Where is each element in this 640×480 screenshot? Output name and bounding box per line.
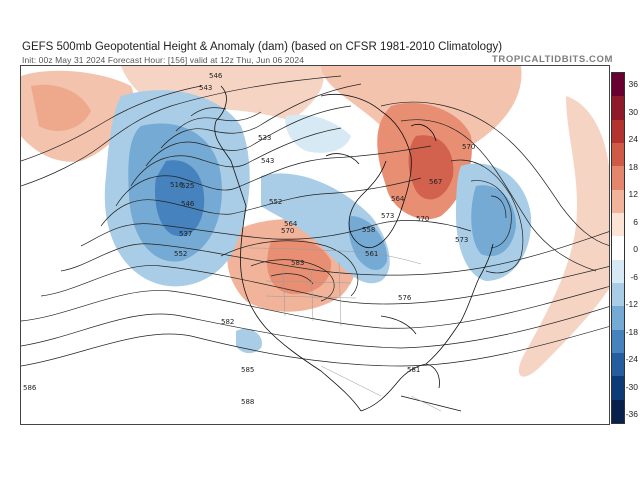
height-contours (21, 75, 609, 367)
contour-label: 570 (416, 215, 429, 223)
colorbar-segment (612, 259, 624, 284)
contour-label: 552 (174, 250, 187, 258)
contour-label: 570 (281, 227, 294, 235)
colorbar-label: -6 (630, 271, 638, 282)
contour-label: 543 (199, 84, 212, 92)
colorbar-label: 12 (628, 189, 638, 199)
contour-label: 573 (381, 212, 394, 220)
contour-labels: 546 543 533 543 552 570 546 525 537 552 … (23, 72, 475, 406)
contour-label: 525 (181, 182, 194, 190)
contour-label: 533 (258, 134, 271, 142)
height-anomaly-map: 546 543 533 543 552 570 546 525 537 552 … (20, 65, 610, 425)
colorbar-label: -30 (625, 381, 638, 392)
colorbar-segment (612, 213, 624, 237)
colorbar-segment (612, 189, 624, 214)
colorbar-label: 0 (633, 244, 638, 254)
colorbar-segment (612, 96, 624, 121)
contour-label: 570 (462, 143, 475, 151)
contour-label: 546 (209, 72, 223, 80)
colorbar-label: 18 (628, 161, 638, 172)
contour-label: 588 (241, 398, 254, 406)
contour-label: 516 (170, 181, 184, 189)
colorbar-label: 6 (633, 216, 638, 227)
colorbar-label: 36 (628, 79, 638, 89)
colorbar-label: -12 (625, 299, 638, 309)
contour-label: 567 (429, 178, 442, 186)
contour-label: 585 (241, 366, 254, 374)
colorbar-segment (612, 399, 624, 424)
contour-label: 543 (261, 157, 274, 165)
contour-label: 583 (291, 259, 304, 267)
political-borders (248, 247, 442, 412)
negative-anomaly-areas (104, 90, 532, 354)
contour-label: 561 (365, 250, 378, 258)
contour-label: 586 (23, 384, 37, 392)
colorbar-segment (612, 143, 624, 167)
contour-label: 573 (455, 236, 468, 244)
contour-label: 558 (362, 226, 375, 234)
colorbar-segment (612, 166, 624, 191)
contour-label: 576 (398, 294, 412, 302)
coastlines (214, 85, 494, 412)
colorbar-segment (612, 306, 624, 331)
colorbar-label: 30 (628, 106, 638, 117)
anomaly-colorbar (611, 72, 625, 424)
colorbar-label: -36 (625, 409, 638, 419)
contour-label: 581 (407, 366, 420, 374)
colorbar-segment (612, 73, 624, 97)
contour-label: 552 (269, 198, 282, 206)
colorbar-segment (612, 376, 624, 401)
contour-label: 564 (391, 195, 405, 203)
colorbar-segment (612, 353, 624, 377)
contour-label: 582 (221, 318, 234, 326)
map-subtitle: Init: 00z May 31 2024 Forecast Hour: [15… (22, 55, 305, 65)
colorbar-segment (612, 283, 624, 307)
colorbar-segment (612, 119, 624, 144)
colorbar-segment (612, 329, 624, 354)
contour-label: 546 (181, 200, 195, 208)
colorbar-label: -18 (625, 326, 638, 337)
colorbar-label: -24 (625, 354, 638, 364)
colorbar-label: 24 (628, 134, 638, 144)
map-title: GEFS 500mb Geopotential Height & Anomaly… (22, 41, 503, 53)
source-brand: TROPICALTIDBITS.COM (492, 54, 613, 65)
contour-label: 537 (179, 230, 192, 238)
colorbar-segment (612, 236, 624, 261)
contour-label: 564 (284, 220, 298, 228)
